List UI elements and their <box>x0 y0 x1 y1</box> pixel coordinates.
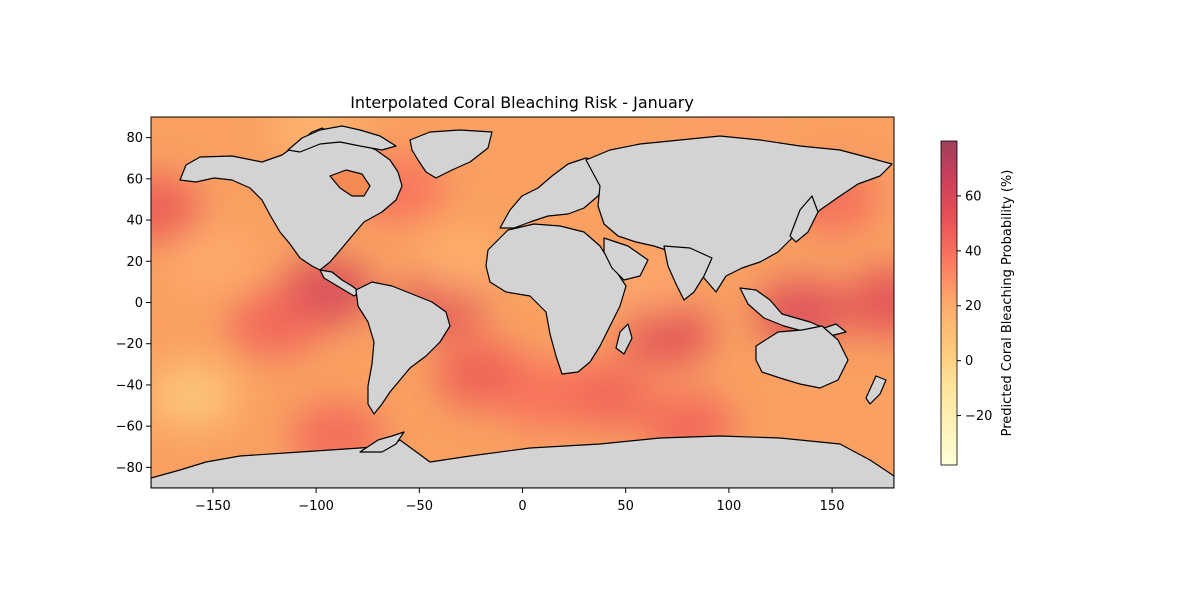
risk-hotspot <box>228 289 321 358</box>
colorbar: −20 0 20 40 60 Predicted Coral Bleaching Pro… <box>940 140 1015 466</box>
risk-hotspot <box>620 299 713 368</box>
x-tick-label: 100 <box>716 499 741 514</box>
colorbar-tick-label: 0 <box>965 354 973 369</box>
land-africa <box>485 223 627 375</box>
land-greenland <box>409 129 493 179</box>
risk-hotspot <box>166 227 259 296</box>
chart-title: Interpolated Coral Bleaching Risk - Janu… <box>350 93 694 112</box>
x-tick-label: −150 <box>195 499 231 514</box>
land-australia <box>755 325 849 389</box>
colorbar-gradient <box>940 140 958 466</box>
land-masses <box>151 125 894 488</box>
land-arabia <box>603 237 649 281</box>
land-antarctic-peninsula <box>359 431 405 453</box>
x-axis: −150 −100 −50 0 50 100 150 <box>195 488 844 514</box>
land-japan <box>789 195 819 243</box>
risk-hotspot <box>843 268 894 337</box>
x-tick-label: −50 <box>406 499 433 514</box>
land-southeast-asia <box>739 287 847 337</box>
y-tick-label: 80 <box>126 131 143 146</box>
x-tick-label: 50 <box>617 499 634 514</box>
land-canadian-arctic <box>287 125 397 153</box>
risk-hotspot <box>414 227 507 296</box>
x-tick-label: 0 <box>518 499 526 514</box>
plot-area <box>150 116 895 489</box>
y-tick-label: −80 <box>116 461 143 476</box>
colorbar-label: Predicted Coral Bleaching Probability (%… <box>1000 170 1015 437</box>
land-hudson-bay <box>329 169 371 197</box>
colorbar-ticks: −20 0 20 40 60 <box>957 189 992 424</box>
y-tick-label: −20 <box>116 337 143 352</box>
colorbar-tick-label: 60 <box>965 189 982 204</box>
colorbar-tick-label: −20 <box>965 409 992 424</box>
risk-hotspot <box>151 361 239 430</box>
x-tick-label: −100 <box>298 499 334 514</box>
y-tick-label: 0 <box>135 296 143 311</box>
land-madagascar <box>615 323 633 355</box>
land-south-america <box>355 281 451 415</box>
y-tick-label: 40 <box>126 214 143 229</box>
risk-hotspot <box>151 175 202 244</box>
colorbar-tick-label: 40 <box>965 244 982 259</box>
x-tick-label: 150 <box>820 499 845 514</box>
land-new-zealand <box>865 375 887 405</box>
y-axis: −80 −60 −40 −20 0 20 40 60 80 <box>116 131 151 476</box>
risk-hotspot <box>497 361 590 430</box>
y-tick-label: 20 <box>126 255 143 270</box>
y-tick-label: −60 <box>116 420 143 435</box>
y-tick-label: −40 <box>116 378 143 393</box>
land-antarctica <box>151 435 894 488</box>
colorbar-tick-label: 20 <box>965 299 982 314</box>
land-india <box>663 245 713 301</box>
y-tick-label: 60 <box>126 172 143 187</box>
